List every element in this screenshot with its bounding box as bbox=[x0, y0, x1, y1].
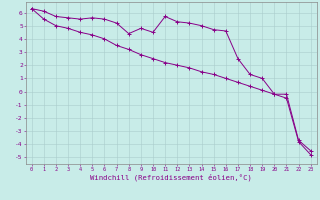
X-axis label: Windchill (Refroidissement éolien,°C): Windchill (Refroidissement éolien,°C) bbox=[90, 173, 252, 181]
